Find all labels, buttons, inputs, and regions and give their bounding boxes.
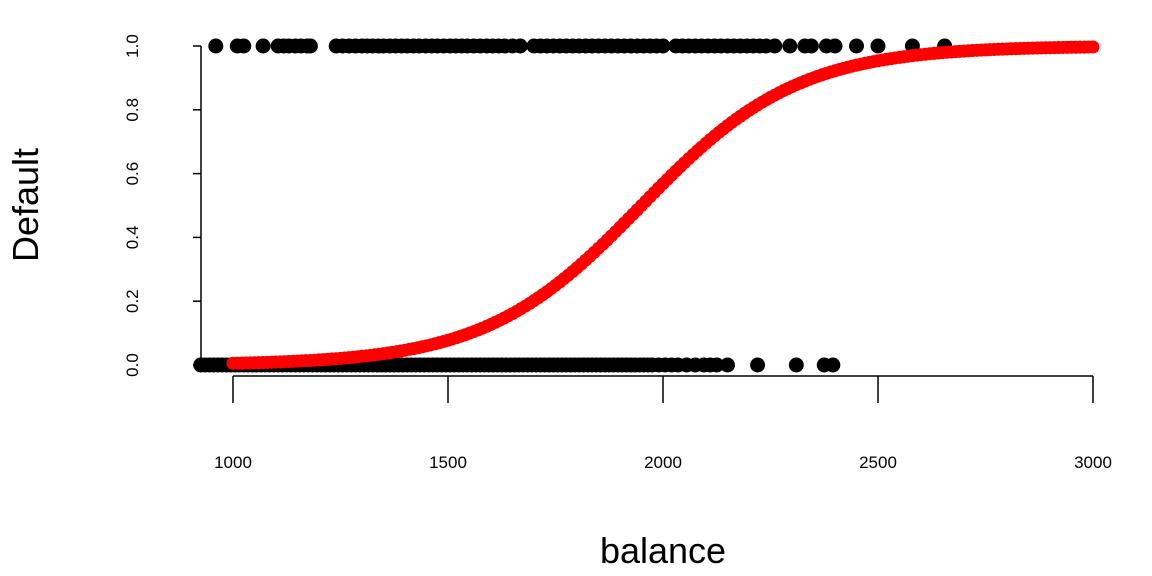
axes: 0.0 0.2 0.4 0.6 0.8 1.0 1000 1500 2000 2500 3000	[123, 34, 1112, 472]
observed-point-default-1	[803, 38, 819, 54]
fitted-point	[1086, 40, 1100, 54]
observed-point-default-0	[825, 357, 841, 373]
observed-point-default-0	[720, 357, 735, 373]
observed-points	[193, 38, 953, 373]
observed-point-default-1	[512, 38, 528, 54]
y-tick-label: 0.4	[123, 226, 142, 250]
observed-point-default-0	[750, 357, 766, 373]
observed-point-default-1	[302, 38, 318, 54]
observed-point-default-1	[655, 38, 671, 54]
observed-point-default-1	[870, 38, 886, 54]
observed-point-default-0	[709, 357, 725, 373]
y-ticks: 0.0 0.2 0.4 0.6 0.8 1.0	[123, 34, 201, 377]
x-axis-title: balance	[600, 530, 726, 571]
y-axis-title: Default	[5, 148, 46, 262]
x-tick-label: 2000	[644, 453, 682, 472]
observed-point-default-0	[788, 357, 804, 373]
observed-point-default-1	[849, 38, 864, 54]
observed-point-default-1	[208, 38, 224, 54]
fitted-curve	[226, 40, 1100, 370]
observed-point-default-1	[236, 38, 252, 54]
y-tick-label: 0.0	[123, 353, 142, 377]
y-tick-label: 0.8	[123, 98, 142, 122]
y-tick-label: 1.0	[123, 34, 142, 58]
x-tick-label: 3000	[1074, 453, 1112, 472]
x-ticks: 1000 1500 2000 2500 3000	[214, 376, 1112, 472]
x-tick-label: 1500	[429, 453, 467, 472]
observed-point-default-1	[827, 38, 843, 54]
observed-point-default-1	[767, 38, 783, 54]
x-tick-label: 2500	[859, 453, 897, 472]
observed-point-default-1	[782, 38, 798, 54]
observed-point-default-1	[255, 38, 271, 54]
y-tick-label: 0.6	[123, 162, 142, 186]
x-tick-label: 1000	[214, 453, 252, 472]
y-tick-label: 0.2	[123, 289, 142, 313]
